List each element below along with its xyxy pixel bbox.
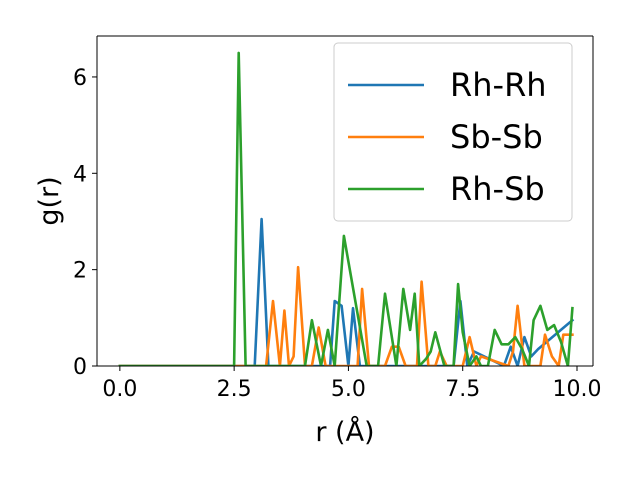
series-line-sb-sb (118, 265, 574, 366)
x-tick-label: 7.5 (445, 377, 480, 402)
x-tick-label: 5.0 (331, 377, 366, 402)
series-layer (118, 51, 575, 366)
ticks-layer: 0.0 2.5 5.0 7.5 10.0 0 2 4 6 (73, 66, 601, 402)
y-tick-label: 2 (73, 259, 87, 284)
legend-box (333, 42, 573, 222)
legend-label-rh-rh: Rh-Rh (450, 66, 547, 104)
x-axis-label: r (Å) (315, 416, 374, 448)
series-line-rh-sb (118, 51, 574, 366)
y-tick-label: 0 (73, 355, 87, 380)
y-tick-label: 4 (73, 162, 87, 187)
x-tick-label: 2.5 (217, 377, 252, 402)
y-tick-label: 6 (73, 66, 87, 91)
legend: Rh-Rh Sb-Sb Rh-Sb (333, 42, 573, 222)
legend-label-sb-sb: Sb-Sb (450, 118, 543, 156)
y-axis-label: g(r) (34, 176, 65, 225)
legend-label-rh-sb: Rh-Sb (450, 170, 545, 208)
x-tick-label: 10.0 (553, 377, 602, 402)
x-tick-label: 0.0 (102, 377, 137, 402)
axes-layer (96, 35, 594, 367)
